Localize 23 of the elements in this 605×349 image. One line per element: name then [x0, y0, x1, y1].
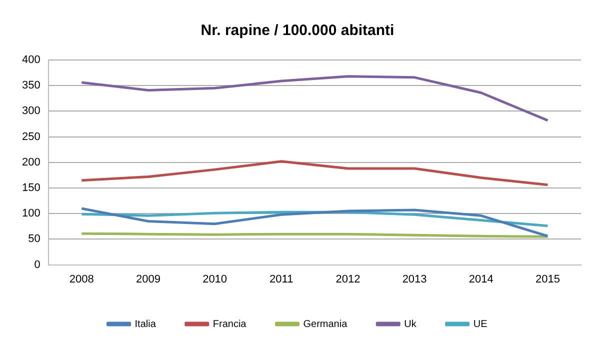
x-tick-label: 2012 [336, 273, 360, 286]
y-tick-label: 200 [22, 156, 40, 168]
y-tick-label: 100 [22, 208, 40, 220]
y-tick-label: 300 [22, 105, 40, 118]
legend-label: Uk [404, 318, 418, 330]
y-tick-label: 400 [22, 54, 40, 66]
legend-label: Francia [212, 318, 247, 330]
x-tick-label: 2010 [202, 273, 228, 286]
x-tick-label: 2008 [69, 273, 94, 286]
chart-title: Nr. rapine / 100.000 abitanti [200, 22, 394, 40]
y-tick-label: 0 [34, 258, 40, 271]
y-tick-label: 150 [22, 182, 40, 194]
x-tick-label: 2015 [535, 273, 560, 286]
x-tick-label: 2011 [270, 273, 294, 286]
legend-label: Italia [134, 318, 156, 330]
x-tick-label: 2009 [136, 273, 160, 286]
legend-label: Germania [303, 318, 348, 330]
y-tick-label: 350 [22, 80, 40, 92]
x-tick-label: 2014 [468, 273, 494, 286]
legend-label: UE [473, 318, 488, 330]
y-tick-label: 50 [28, 233, 40, 246]
x-tick-label: 2013 [402, 273, 427, 286]
y-tick-label: 250 [22, 130, 40, 143]
